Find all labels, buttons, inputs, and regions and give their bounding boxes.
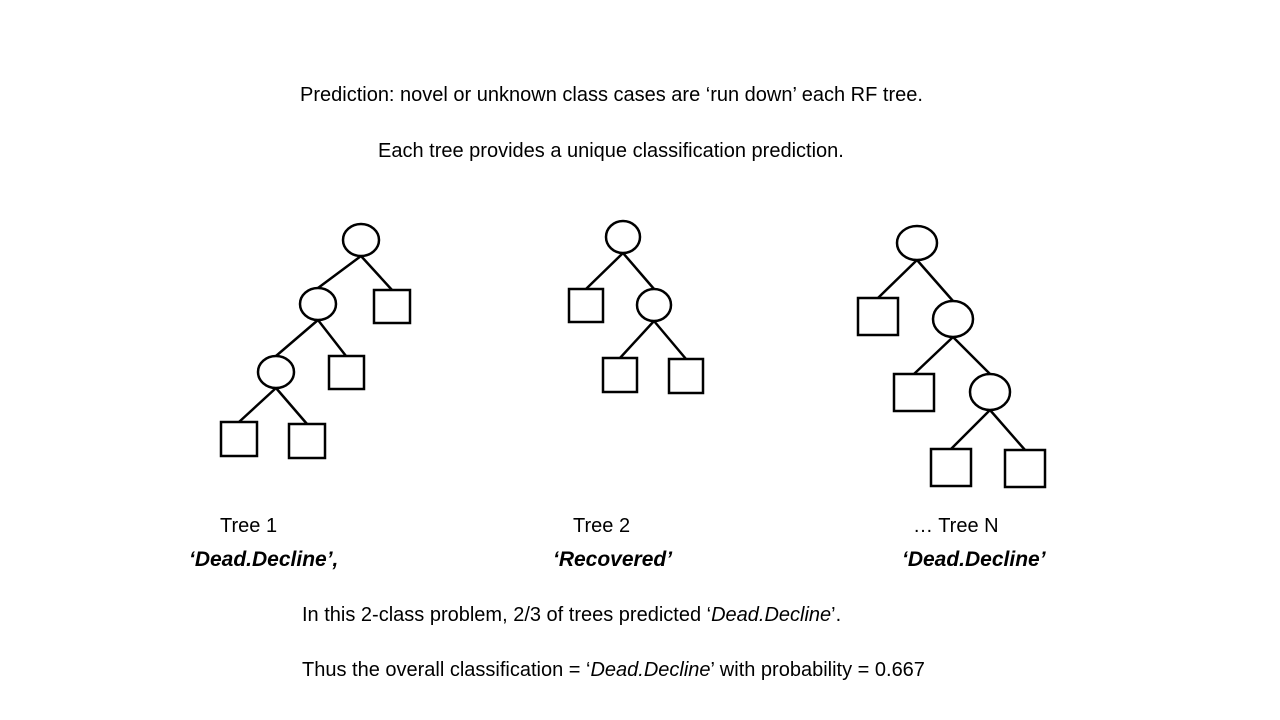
footer-line-2-end: ’ with probability = 0.667 — [710, 659, 925, 681]
tree-n-split-node — [895, 224, 939, 262]
tree-1-leaf-node — [287, 422, 327, 460]
tree-2-diagram — [567, 219, 705, 395]
tree-1-edge — [360, 255, 393, 291]
tree-2-split-node — [604, 219, 642, 255]
header-line-1: Prediction: novel or unknown class cases… — [300, 84, 923, 106]
tree-n-split-node — [968, 372, 1012, 412]
tree-n-label: … Tree N — [913, 515, 999, 537]
tree-1-diagram — [219, 222, 412, 460]
tree-2-label: Tree 2 — [573, 515, 631, 537]
tree-1-prediction: ‘Dead.Decline’, — [189, 548, 339, 571]
footer-line-1-end: ’. — [831, 604, 842, 626]
tree-1-split-node — [256, 354, 296, 390]
tree-n-leaf-node — [892, 372, 936, 413]
tree-n-edge — [950, 409, 991, 450]
tree-n-diagram — [856, 224, 1047, 489]
footer-line-2-class: Dead.Decline — [590, 659, 711, 681]
footer-line-1: In this 2-class problem, 2/3 of trees pr… — [302, 603, 841, 627]
footer-line-2: Thus the overall classification = ‘Dead.… — [302, 658, 925, 682]
tree-n-edge — [952, 336, 991, 375]
tree-1-edge — [317, 319, 347, 357]
footer-line-1-class: Dead.Decline — [711, 604, 832, 626]
tree-1-edge — [238, 387, 277, 423]
tree-2-edge — [622, 252, 655, 290]
tree-2-edge — [585, 252, 624, 290]
footer-line-2-text: Thus the overall classification = ‘ — [302, 659, 591, 681]
tree-2-leaf-node — [567, 287, 605, 324]
tree-n-leaf-node — [929, 447, 973, 488]
tree-1-leaf-node — [327, 354, 366, 391]
tree-1-split-node — [341, 222, 381, 258]
tree-1-leaf-node — [372, 288, 412, 325]
tree-n-edge — [916, 259, 954, 302]
tree-2-edge — [619, 320, 655, 359]
tree-n-edge — [877, 259, 918, 299]
tree-n-split-node — [931, 299, 975, 339]
tree-2-edge — [653, 320, 687, 360]
tree-2-split-node — [635, 287, 673, 323]
tree-1-split-node — [298, 286, 338, 322]
tree-1-edge — [317, 254, 362, 290]
tree-n-edge — [989, 409, 1026, 451]
header-line-2: Each tree provides a unique classificati… — [378, 140, 844, 162]
tree-n-leaf-node — [1003, 448, 1047, 489]
tree-2-leaf-node — [601, 356, 639, 394]
tree-n-prediction: ‘Dead.Decline’ — [902, 548, 1046, 571]
footer-line-1-text: In this 2-class problem, 2/3 of trees pr… — [302, 604, 712, 626]
tree-2-leaf-node — [667, 357, 705, 395]
tree-2-prediction: ‘Recovered’ — [553, 548, 673, 571]
tree-n-leaf-node — [856, 296, 900, 337]
tree-1-label: Tree 1 — [220, 515, 278, 537]
tree-1-edge — [275, 319, 319, 357]
tree-n-edge — [913, 336, 954, 375]
tree-1-leaf-node — [219, 420, 259, 458]
tree-1-edge — [275, 387, 308, 425]
